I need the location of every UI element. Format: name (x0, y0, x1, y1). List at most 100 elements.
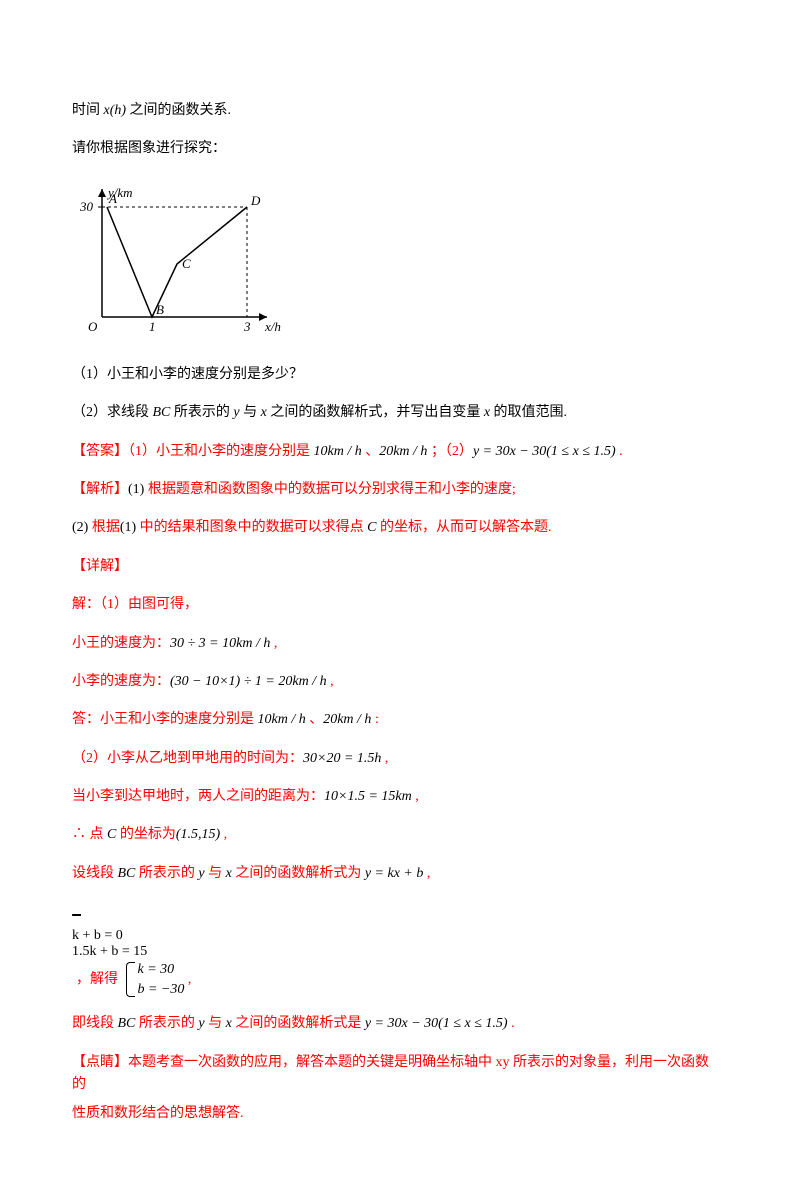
q2-m1: 所表示的 (170, 405, 233, 420)
ans-p2: ；（2） (427, 444, 473, 459)
d2-math: 30 ÷ 3 = 10km / h (170, 636, 270, 651)
detail-1: 解：（1）由图可得， (72, 594, 722, 616)
detail-6: 当小李到达甲地时，两人之间的距离为：10×1.5 = 15km , (72, 786, 722, 808)
detail-8: 设线段 BC 所表示的 y 与 x 之间的函数解析式为 y = kx + b , (72, 863, 722, 885)
right-brace: k = 30 b = −30 (126, 960, 185, 999)
dianjing-line-2: 性质和数形结合的思想解答. (72, 1103, 722, 1125)
detail-2: 小王的速度为：30 ÷ 3 = 10km / h , (72, 633, 722, 655)
intro1-math: x(h) (104, 103, 127, 118)
q2-suffix: 的取值范围. (490, 405, 567, 420)
answer-line: 【答案】（1）小王和小李的速度分别是 10km / h 、20km / h ；（… (72, 441, 722, 463)
d7-pre: ∴ 点 (72, 827, 107, 842)
chart-graph: 3013y/kmx/hOABCD (72, 177, 722, 352)
d6-math: 10×1.5 = 15km (324, 789, 412, 804)
d8-m2: 与 (205, 866, 226, 881)
detail-4: 答：小王和小李的速度分别是 10km / h 、20km / h : (72, 709, 722, 731)
dj-label: 【点睛】 (72, 1055, 128, 1070)
ans-sep1: 、 (362, 444, 380, 459)
ans-m1: 10km / h (314, 444, 362, 459)
question-2: （2）求线段 BC 所表示的 y 与 x 之间的函数解析式，并写出自变量 x 的… (72, 402, 722, 424)
svg-text:1: 1 (149, 319, 156, 334)
d8-pre: 设线段 (72, 866, 118, 881)
d8-m3: 之间的函数解析式为 (232, 866, 365, 881)
jx-p2-one: (1) (120, 520, 136, 535)
jx-p2-c: C (367, 520, 376, 535)
d2-pre: 小王的速度为： (72, 636, 170, 651)
d3-math: (30 − 10×1) ÷ 1 = 20km / h (170, 674, 327, 689)
intro-line-1: 时间 x(h) 之间的函数关系. (72, 100, 722, 122)
intro1-suffix: 之间的函数关系. (126, 103, 231, 118)
q2-m2: 与 (240, 405, 261, 420)
svg-text:x/h: x/h (264, 319, 281, 334)
d8-math: y = kx + b (365, 866, 424, 881)
answer-label: 【答案】 (72, 444, 128, 459)
eq-comma: , (188, 972, 192, 987)
detail-3: 小李的速度为：(30 − 10×1) ÷ 1 = 20km / h , (72, 671, 722, 693)
svg-text:C: C (182, 256, 191, 271)
page-container: 时间 x(h) 之间的函数关系. 请你根据图象进行探究： 3013y/kmx/h… (0, 0, 794, 1191)
d7-mid: 的坐标为 (116, 827, 176, 842)
q2-bc: BC (153, 405, 171, 420)
d2-comma: , (270, 636, 277, 651)
q2-m3: 之间的函数解析式，并写出自变量 (267, 405, 484, 420)
question-1: （1）小王和小李的速度分别是多少？ (72, 364, 722, 386)
ans-dot: . (616, 444, 623, 459)
d9-bc: BC (118, 1016, 136, 1031)
eq-left-2: 1.5k + b = 15 (72, 944, 722, 960)
d9-m1: 所表示的 (135, 1016, 198, 1031)
d9-math: y = 30x − 30(1 ≤ x ≤ 1.5) (365, 1016, 508, 1031)
eq-right-2: b = −30 (138, 980, 185, 1000)
d9-m3: 之间的函数解析式是 (232, 1016, 365, 1031)
d4-m1: 10km / h (258, 712, 306, 727)
jx-p1a: (1) (128, 482, 144, 497)
d4-pre: 答：小王和小李的速度分别是 (72, 712, 258, 727)
eq-left-1: k + b = 0 (72, 928, 722, 944)
d6-pre: 当小李到达甲地时，两人之间的距离为： (72, 789, 324, 804)
detail-5: （2）小李从乙地到甲地用的时间为：30×20 = 1.5h , (72, 748, 722, 770)
d7-c: C (107, 827, 116, 842)
detail-9: 即线段 BC 所表示的 y 与 x 之间的函数解析式是 y = 30x − 30… (72, 1013, 722, 1035)
d8-m1: 所表示的 (135, 866, 198, 881)
d7-comma: , (220, 827, 227, 842)
analysis-line-1: 【解析】(1) 根据题意和函数图象中的数据可以分别求得王和小李的速度; (72, 479, 722, 501)
d9-m2: 与 (205, 1016, 226, 1031)
q2-prefix: （2）求线段 (72, 405, 153, 420)
eq-sep: ，解得 (76, 972, 118, 987)
dianjing-line-1: 【点睛】本题考查一次函数的应用，解答本题的关键是明确坐标轴中 xy 所表示的对象… (72, 1052, 722, 1097)
d6-comma: , (412, 789, 419, 804)
jx-p2-mid: 根据 (88, 520, 120, 535)
jx-p2a: (2) (72, 520, 88, 535)
analysis-line-2: (2) 根据(1) 中的结果和图象中的数据可以求得点 C 的坐标，从而可以解答本… (72, 517, 722, 539)
detail-label: 【详解】 (72, 556, 722, 578)
intro-line-2: 请你根据图象进行探究： (72, 138, 722, 160)
d8-bc: BC (118, 866, 136, 881)
d4-end: : (371, 712, 378, 727)
detail-7: ∴ 点 C 的坐标为(1.5,15) , (72, 824, 722, 846)
intro1-prefix: 时间 (72, 103, 104, 118)
d5-comma: , (381, 751, 388, 766)
ans-p1: （1）小王和小李的速度分别是 (128, 444, 314, 459)
d5-math: 30×20 = 1.5h (303, 751, 381, 766)
d8-comma: , (423, 866, 430, 881)
d7-math: (1.5,15) (176, 827, 220, 842)
d3-comma: , (327, 674, 334, 689)
jx-label: 【解析】 (72, 482, 128, 497)
d9-pre: 即线段 (72, 1016, 118, 1031)
svg-text:30: 30 (79, 199, 94, 214)
jx-p2-rest: 中的结果和图象中的数据可以求得点 (136, 520, 367, 535)
dj-text1: 本题考查一次函数的应用，解答本题的关键是明确坐标轴中 xy 所表示的对象量，利用… (72, 1055, 709, 1092)
svg-text:A: A (108, 191, 117, 206)
d3-pre: 小李的速度为： (72, 674, 170, 689)
ans-m3: y = 30x − 30(1 ≤ x ≤ 1.5) (473, 444, 616, 459)
eq-right-1: k = 30 (138, 960, 185, 980)
d4-sep: 、 (306, 712, 324, 727)
svg-text:D: D (250, 193, 261, 208)
svg-text:B: B (156, 302, 164, 317)
ans-m2: 20km / h (379, 444, 427, 459)
svg-text:3: 3 (243, 319, 251, 334)
d4-m2: 20km / h (323, 712, 371, 727)
d5-pre: （2）小李从乙地到甲地用的时间为： (72, 751, 303, 766)
jx-p2-end: 的坐标，从而可以解答本题. (377, 520, 552, 535)
d9-dot: . (508, 1016, 515, 1031)
jx-p1: 根据题意和函数图象中的数据可以分别求得王和小李的速度; (144, 482, 515, 497)
